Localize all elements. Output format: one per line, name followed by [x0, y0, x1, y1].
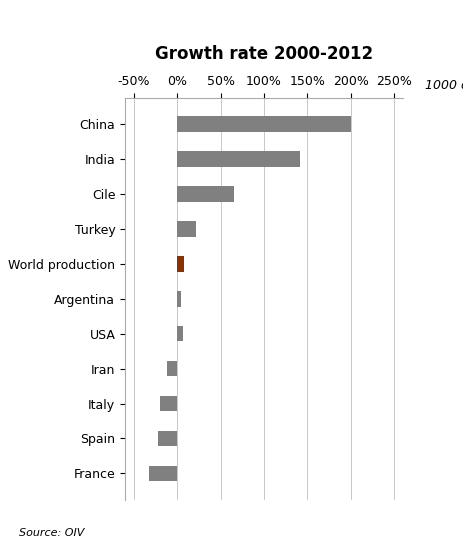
- Bar: [177, 326, 183, 342]
- Bar: [177, 221, 196, 237]
- Bar: [150, 465, 177, 481]
- Text: 1000 ql: 1000 ql: [425, 79, 463, 92]
- Bar: [177, 116, 351, 132]
- Bar: [177, 291, 181, 306]
- Text: Source: OIV: Source: OIV: [19, 528, 84, 538]
- Bar: [160, 396, 177, 412]
- Bar: [177, 151, 300, 167]
- Bar: [158, 431, 177, 446]
- Bar: [177, 256, 184, 272]
- Title: Growth rate 2000-2012: Growth rate 2000-2012: [155, 45, 373, 63]
- Bar: [177, 186, 233, 201]
- Bar: [167, 361, 177, 376]
